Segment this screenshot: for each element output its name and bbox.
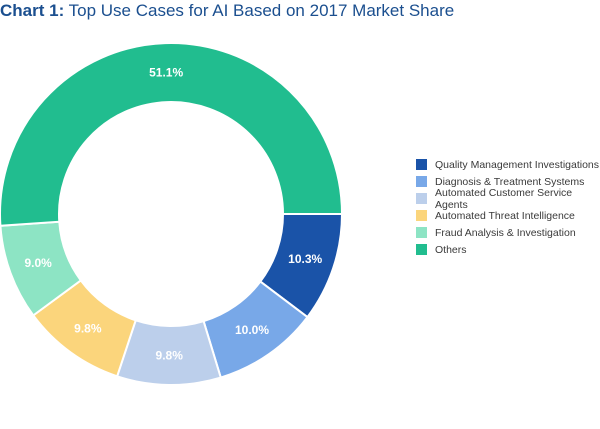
chart-title: Chart 1: Top Use Cases for AI Based on 2… — [0, 1, 454, 21]
slice-label-0: 10.3% — [288, 252, 322, 266]
legend-swatch-0 — [416, 159, 427, 170]
legend-label-3: Automated Threat Intelligence — [435, 209, 575, 222]
legend-item-0: Quality Management Investigations — [416, 156, 600, 173]
legend-label-2: Automated Customer Service Agents — [435, 186, 573, 211]
legend-item-4: Fraud Analysis & Investigation — [416, 224, 600, 241]
legend-swatch-3 — [416, 210, 427, 221]
slice-label-5: 51.1% — [149, 66, 183, 80]
slice-label-1: 10.0% — [235, 323, 269, 337]
legend-label-5: Others — [435, 243, 467, 256]
slice-label-3: 9.8% — [74, 321, 102, 335]
slice-label-4: 9.0% — [24, 256, 52, 270]
chart-legend: Quality Management Investigations Diagnos… — [416, 156, 600, 258]
legend-label-4: Fraud Analysis & Investigation — [435, 226, 576, 239]
legend-swatch-5 — [416, 244, 427, 255]
legend-label-0: Quality Management Investigations — [435, 158, 600, 171]
slice-label-2: 9.8% — [156, 348, 184, 362]
donut-slice-5 — [0, 42, 344, 227]
legend-item-3: Automated Threat Intelligence — [416, 207, 600, 224]
legend-item-1: Diagnosis & Treatment Systems — [416, 173, 600, 190]
legend-label-1: Diagnosis & Treatment Systems — [435, 175, 585, 188]
legend-swatch-4 — [416, 227, 427, 238]
legend-swatch-1 — [416, 176, 427, 187]
chart-title-prefix: Chart 1: — [0, 1, 65, 20]
chart-title-text: Top Use Cases for AI Based on 2017 Marke… — [64, 1, 455, 20]
legend-item-2: Automated Customer Service Agents — [416, 187, 600, 211]
legend-swatch-2 — [416, 193, 427, 204]
legend-item-5: Others — [416, 241, 600, 258]
